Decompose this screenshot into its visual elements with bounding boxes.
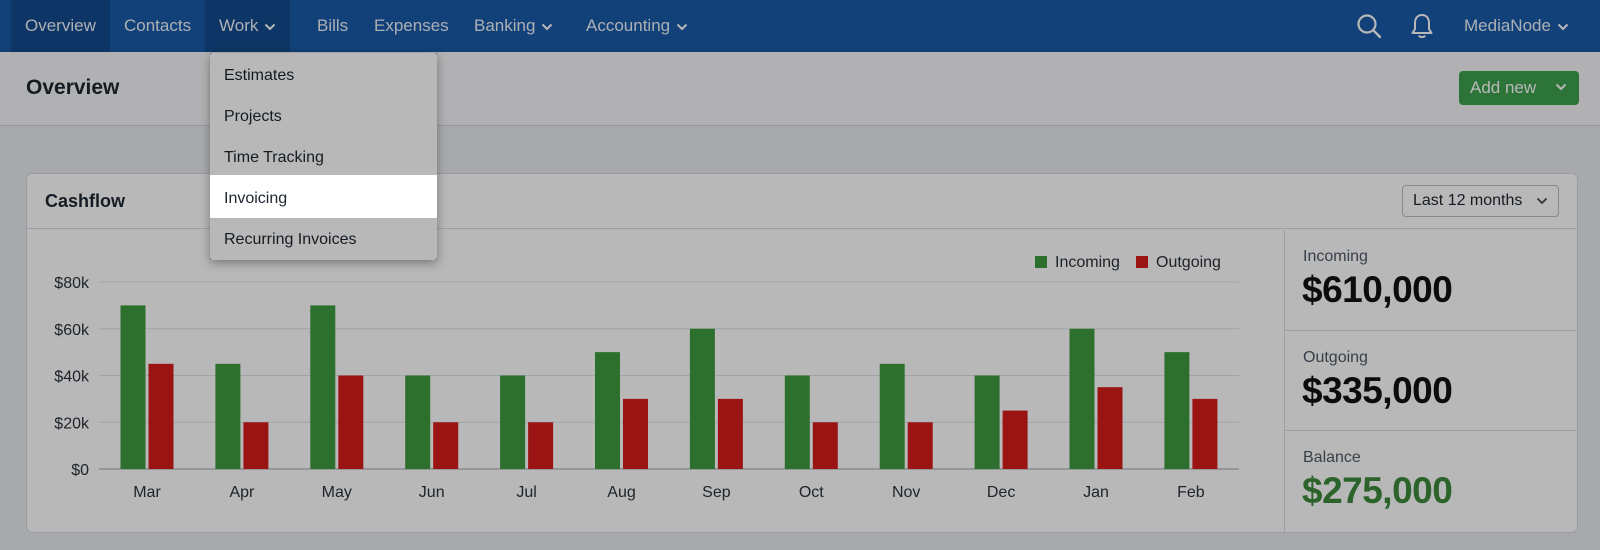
cashflow-stats: Incoming $610,000 Outgoing $335,000 Bala… — [1284, 230, 1578, 532]
bar-incoming — [879, 363, 905, 469]
legend-label-outgoing: Outgoing — [1156, 254, 1221, 271]
nav-banking[interactable]: Banking — [460, 0, 567, 52]
bar-incoming — [1164, 352, 1190, 469]
nav-work-label: Work — [219, 16, 259, 35]
bar-outgoing — [1097, 387, 1123, 469]
add-new-button[interactable]: Add new — [1459, 71, 1579, 105]
chevron-down-icon — [1536, 197, 1548, 205]
bar-outgoing — [1192, 398, 1218, 469]
bar-outgoing — [1002, 410, 1028, 469]
bar-incoming — [1069, 328, 1095, 469]
bar-incoming — [215, 363, 241, 469]
menu-item-estimates[interactable]: Estimates — [224, 67, 295, 84]
x-tick-label: Apr — [229, 484, 255, 501]
cashflow-title: Cashflow — [45, 191, 126, 211]
x-tick-label: May — [322, 484, 352, 501]
page-title: Overview — [26, 76, 120, 99]
chevron-down-icon — [1555, 83, 1567, 91]
menu-item-recurring-invoices[interactable]: Recurring Invoices — [224, 231, 357, 248]
bar-outgoing — [907, 422, 933, 469]
nav-accounting[interactable]: Accounting — [572, 0, 702, 52]
nav-overview-label: Overview — [25, 16, 96, 35]
x-tick-label: Sep — [702, 484, 731, 501]
chevron-down-icon — [264, 23, 276, 31]
stat-incoming-label: Incoming — [1303, 248, 1368, 265]
stat-incoming: Incoming $610,000 — [1285, 230, 1578, 330]
bar-outgoing — [433, 422, 459, 469]
bell-icon[interactable] — [1408, 12, 1436, 40]
chevron-down-icon — [541, 23, 553, 31]
x-tick-label: Jul — [516, 484, 536, 501]
menu-item-invoicing[interactable]: Invoicing — [210, 178, 437, 219]
cashflow-card: Cashflow Last 12 months $0 $20k $40k $60k $8… — [26, 173, 1578, 533]
y-tick-label: $20k — [54, 415, 90, 432]
legend-swatch-incoming — [1035, 256, 1047, 268]
y-tick-label: $0 — [71, 462, 89, 479]
bar-outgoing — [623, 398, 648, 469]
period-select-value: Last 12 months — [1413, 192, 1523, 209]
x-tick-label: Dec — [987, 484, 1015, 501]
y-tick-label: $80k — [54, 275, 90, 292]
bar-outgoing — [717, 398, 743, 469]
cashflow-chart-svg: $0 $20k $40k $60k $80k Mar Apr May Jun Jul Aug Sep O… — [54, 254, 1239, 501]
stat-outgoing: Outgoing $335,000 — [1285, 330, 1578, 430]
stat-balance-label: Balance — [1303, 449, 1361, 466]
work-dropdown-menu: Estimates Projects Time Tracking Invoici… — [210, 53, 437, 260]
bar-incoming — [689, 328, 715, 469]
bar-incoming — [120, 305, 146, 469]
add-new-label: Add new — [1470, 78, 1537, 97]
legend-swatch-outgoing — [1136, 256, 1148, 268]
menu-item-projects[interactable]: Projects — [224, 108, 282, 125]
x-tick-label: Jan — [1083, 484, 1109, 501]
nav-work[interactable]: Work — [205, 0, 291, 52]
bar-outgoing — [243, 422, 269, 469]
top-nav: Overview Contacts Work Bills Expenses Ba… — [0, 0, 1600, 52]
bar-incoming — [310, 305, 336, 469]
search-icon[interactable] — [1355, 12, 1383, 40]
nav-overview[interactable]: Overview — [11, 0, 110, 52]
nav-expenses[interactable]: Expenses — [360, 0, 463, 52]
x-tick-label: Jun — [419, 484, 445, 501]
stat-outgoing-label: Outgoing — [1303, 349, 1368, 366]
bar-outgoing — [812, 422, 838, 469]
chevron-down-icon — [1557, 23, 1569, 31]
stat-incoming-value: $610,000 — [1302, 269, 1453, 310]
nav-accounting-label: Accounting — [586, 16, 671, 35]
bar-incoming — [595, 352, 620, 469]
bar-incoming — [784, 375, 810, 469]
x-tick-label: Feb — [1177, 484, 1205, 501]
nav-bills[interactable]: Bills — [303, 0, 362, 52]
cashflow-header: Cashflow Last 12 months — [27, 174, 1577, 229]
menu-item-time-tracking[interactable]: Time Tracking — [224, 149, 324, 166]
cashflow-chart: $0 $20k $40k $60k $80k Mar Apr May Jun Jul Aug Sep O… — [27, 230, 1284, 532]
bar-incoming — [500, 375, 526, 469]
y-tick-label: $40k — [54, 369, 90, 386]
nav-contacts-label: Contacts — [124, 16, 192, 35]
bar-incoming — [405, 375, 431, 469]
account-name: MediaNode — [1464, 16, 1551, 35]
x-tick-label: Mar — [133, 484, 161, 501]
account-menu[interactable]: MediaNode — [1450, 0, 1583, 52]
x-tick-label: Nov — [892, 484, 920, 501]
stat-balance-value: $275,000 — [1302, 470, 1453, 511]
y-tick-label: $60k — [54, 322, 90, 339]
x-tick-label: Oct — [799, 484, 824, 501]
bar-outgoing — [338, 375, 364, 469]
stat-balance: Balance $275,000 — [1285, 430, 1578, 530]
bar-outgoing — [148, 363, 174, 469]
bar-outgoing — [528, 422, 554, 469]
x-tick-label: Aug — [607, 484, 635, 501]
bar-incoming — [974, 375, 1000, 469]
chevron-down-icon — [676, 23, 688, 31]
nav-bills-label: Bills — [317, 16, 349, 35]
nav-contacts[interactable]: Contacts — [110, 0, 205, 52]
period-select[interactable]: Last 12 months — [1402, 185, 1559, 217]
stat-outgoing-value: $335,000 — [1302, 370, 1453, 411]
nav-banking-label: Banking — [474, 16, 536, 35]
legend-label-incoming: Incoming — [1055, 254, 1120, 271]
nav-expenses-label: Expenses — [374, 16, 449, 35]
